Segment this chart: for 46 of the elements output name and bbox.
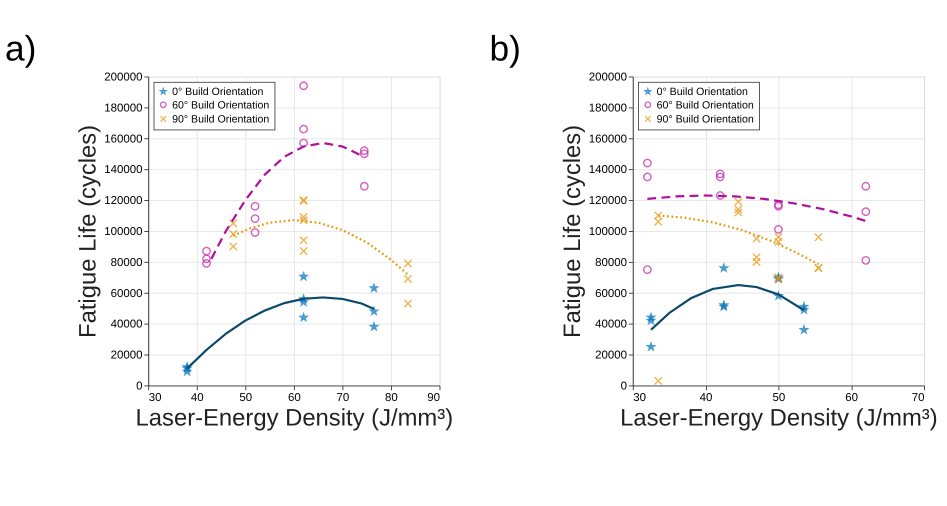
y-tick-label: 100000 [588,226,628,238]
x-tick-label: 40 [190,392,204,404]
y-tick-label: 140000 [588,164,628,176]
x-tick-label: 60 [845,392,858,404]
y-tick-label: 140000 [104,164,143,176]
x-tick-label: 70 [336,392,350,404]
y-tick-label: 20000 [110,350,143,362]
y-tick-label: 120000 [588,195,628,208]
y-tick-label: 40000 [595,318,628,331]
chart-title: a) [4,30,36,69]
legend-label: 90° Build Orientation [656,113,754,126]
y-tick-label: 0 [620,380,628,392]
y-tick-label: 60000 [595,288,628,300]
x-tick-label: 30 [633,392,646,404]
x-axis-title: Laser-Energy Density (J/mm³) [620,404,938,432]
x-tick-label: 80 [385,392,398,404]
y-tick-label: 200000 [588,72,628,84]
x-tick-label: 50 [772,392,786,404]
x-tick-label: 60 [288,392,301,404]
y-tick-label: 180000 [588,102,628,114]
x-tick-label: 30 [148,392,162,404]
legend-label: 60° Build Orientation [656,99,754,112]
y-tick-label: 80000 [595,256,628,269]
y-tick-label: 0 [136,380,143,392]
y-axis-title: Fatigue Life (cycles) [558,124,586,338]
y-tick-label: 180000 [104,102,143,114]
chart-title: b) [489,30,521,69]
y-tick-label: 60000 [110,288,143,300]
x-tick-label: 40 [700,392,712,404]
y-tick-label: 20000 [595,350,628,362]
y-tick-label: 40000 [110,318,143,331]
x-tick-label: 70 [912,392,924,404]
y-tick-label: 200000 [104,72,143,84]
y-axis-title: Fatigue Life (cycles) [74,124,102,338]
y-tick-label: 160000 [104,133,143,146]
x-tick-label: 50 [239,392,252,404]
legend-label: 60° Build Orientation [172,99,270,112]
y-tick-label: 120000 [104,195,143,208]
legend-label: 0° Build Orientation [656,86,748,98]
y-tick-label: 80000 [110,256,143,269]
y-tick-label: 100000 [104,226,143,238]
legend-label: 0° Build Orientation [172,86,264,98]
legend-label: 90° Build Orientation [172,113,270,126]
y-tick-label: 160000 [588,133,628,146]
x-axis-title: Laser-Energy Density (J/mm³) [136,404,454,432]
x-tick-label: 90 [427,392,440,404]
